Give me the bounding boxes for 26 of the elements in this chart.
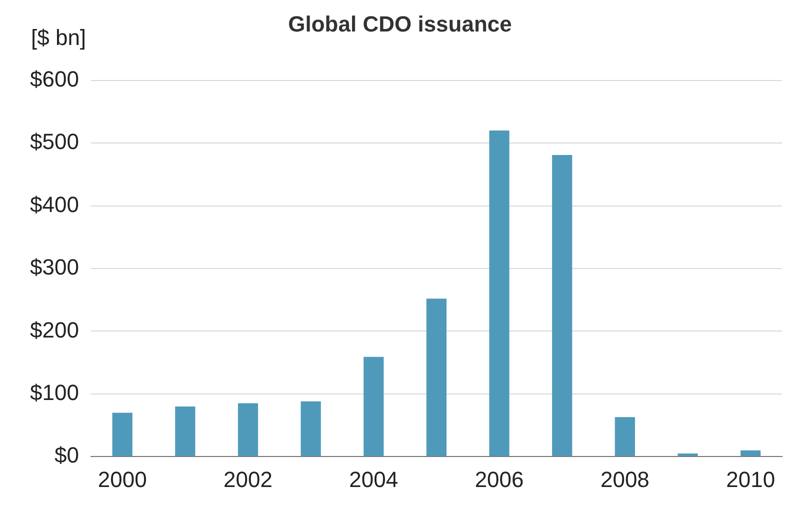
- y-tick-label: $100: [30, 380, 79, 405]
- bar: [552, 155, 572, 456]
- x-tick-label: 2008: [600, 466, 650, 492]
- y-tick-label: $0: [54, 442, 79, 468]
- x-tick-label: 2010: [726, 466, 776, 492]
- bar: [426, 298, 447, 456]
- y-tick-label: $200: [30, 317, 79, 342]
- y-tick-label: $300: [30, 254, 79, 280]
- bar: [364, 356, 384, 456]
- x-tick-label: 2002: [224, 466, 272, 492]
- y-tick-label: $500: [30, 129, 79, 154]
- bar: [614, 417, 635, 456]
- bar: [489, 130, 510, 456]
- x-tick-label: 2004: [349, 466, 398, 492]
- y-tick-label: $400: [30, 192, 79, 217]
- bar: [740, 450, 761, 456]
- y-axis-title: [$ bn]: [31, 25, 86, 50]
- bar: [678, 453, 698, 456]
- bar: [175, 406, 196, 456]
- bar: [300, 401, 321, 456]
- y-tick-label: $600: [30, 66, 79, 92]
- chart-title: Global CDO issuance: [288, 11, 512, 36]
- bar: [112, 412, 132, 456]
- x-tick-label: 2000: [98, 466, 147, 492]
- bar: [238, 403, 258, 456]
- x-tick-label: 2006: [474, 466, 524, 492]
